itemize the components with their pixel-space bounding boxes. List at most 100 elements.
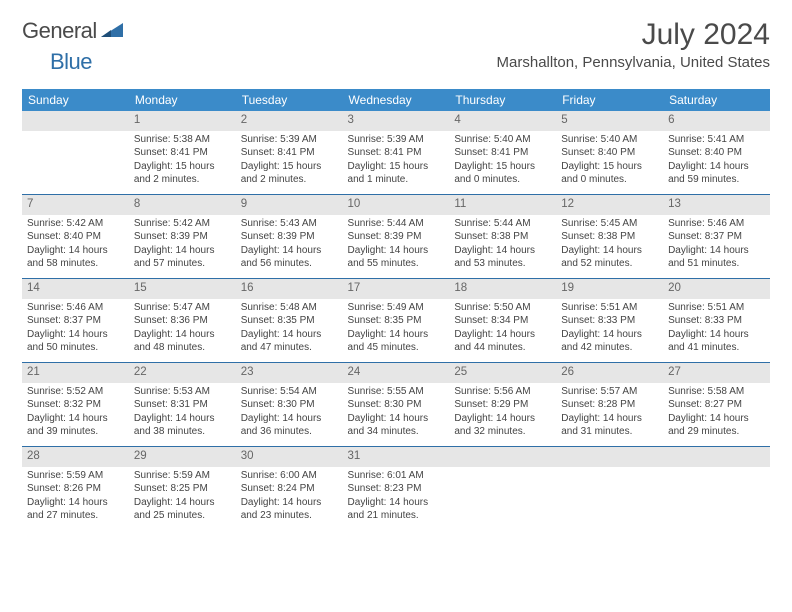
body-row: Sunrise: 5:59 AMSunset: 8:26 PMDaylight:… bbox=[22, 467, 770, 531]
daylight-line: Daylight: 14 hours and 42 minutes. bbox=[561, 328, 658, 355]
date-cell: 15 bbox=[129, 279, 236, 299]
daylight-line: Daylight: 14 hours and 47 minutes. bbox=[241, 328, 338, 355]
date-cell: 7 bbox=[22, 195, 129, 215]
daylight-line: Daylight: 14 hours and 52 minutes. bbox=[561, 244, 658, 271]
date-cell: 28 bbox=[22, 447, 129, 467]
day-number: 28 bbox=[27, 449, 124, 465]
date-cell bbox=[449, 447, 556, 467]
day-cell: Sunrise: 5:52 AMSunset: 8:32 PMDaylight:… bbox=[22, 383, 129, 447]
day-cell: Sunrise: 5:42 AMSunset: 8:39 PMDaylight:… bbox=[129, 215, 236, 279]
daylight-line: Daylight: 14 hours and 38 minutes. bbox=[134, 412, 231, 439]
brand-logo: General bbox=[22, 18, 125, 44]
brand-triangle-icon bbox=[101, 21, 123, 42]
date-cell bbox=[663, 447, 770, 467]
day-cell: Sunrise: 5:44 AMSunset: 8:38 PMDaylight:… bbox=[449, 215, 556, 279]
day-cell: Sunrise: 5:57 AMSunset: 8:28 PMDaylight:… bbox=[556, 383, 663, 447]
sunset-line: Sunset: 8:39 PM bbox=[241, 230, 338, 244]
daylight-line: Daylight: 15 hours and 2 minutes. bbox=[241, 160, 338, 187]
day-number: 2 bbox=[241, 113, 338, 129]
body-row: Sunrise: 5:42 AMSunset: 8:40 PMDaylight:… bbox=[22, 215, 770, 279]
sunrise-line: Sunrise: 5:41 AM bbox=[668, 133, 765, 147]
sunset-line: Sunset: 8:23 PM bbox=[348, 482, 445, 496]
sunset-line: Sunset: 8:37 PM bbox=[27, 314, 124, 328]
sunset-line: Sunset: 8:33 PM bbox=[668, 314, 765, 328]
title-block: July 2024 Marshallton, Pennsylvania, Uni… bbox=[497, 18, 770, 71]
day-cell: Sunrise: 5:43 AMSunset: 8:39 PMDaylight:… bbox=[236, 215, 343, 279]
day-number: 19 bbox=[561, 281, 658, 297]
date-cell: 1 bbox=[129, 111, 236, 131]
day-number: 3 bbox=[348, 113, 445, 129]
sunrise-line: Sunrise: 5:55 AM bbox=[348, 385, 445, 399]
date-cell: 20 bbox=[663, 279, 770, 299]
daylight-line: Daylight: 15 hours and 1 minute. bbox=[348, 160, 445, 187]
sunrise-line: Sunrise: 5:46 AM bbox=[27, 301, 124, 315]
brand-part2: Blue bbox=[50, 49, 92, 75]
sunset-line: Sunset: 8:31 PM bbox=[134, 398, 231, 412]
day-cell: Sunrise: 5:51 AMSunset: 8:33 PMDaylight:… bbox=[663, 299, 770, 363]
dow-header: Thursday bbox=[449, 89, 556, 111]
dow-header: Tuesday bbox=[236, 89, 343, 111]
date-cell bbox=[556, 447, 663, 467]
date-cell: 11 bbox=[449, 195, 556, 215]
daylight-line: Daylight: 14 hours and 34 minutes. bbox=[348, 412, 445, 439]
day-number: 18 bbox=[454, 281, 551, 297]
sunrise-line: Sunrise: 5:59 AM bbox=[27, 469, 124, 483]
sunset-line: Sunset: 8:35 PM bbox=[348, 314, 445, 328]
day-cell: Sunrise: 5:48 AMSunset: 8:35 PMDaylight:… bbox=[236, 299, 343, 363]
daylight-line: Daylight: 14 hours and 57 minutes. bbox=[134, 244, 231, 271]
brand-part1: General bbox=[22, 18, 97, 44]
day-cell: Sunrise: 5:44 AMSunset: 8:39 PMDaylight:… bbox=[343, 215, 450, 279]
day-cell: Sunrise: 5:56 AMSunset: 8:29 PMDaylight:… bbox=[449, 383, 556, 447]
day-number: 7 bbox=[27, 197, 124, 213]
daylight-line: Daylight: 14 hours and 51 minutes. bbox=[668, 244, 765, 271]
sunset-line: Sunset: 8:36 PM bbox=[134, 314, 231, 328]
day-cell: Sunrise: 5:45 AMSunset: 8:38 PMDaylight:… bbox=[556, 215, 663, 279]
dow-header: Monday bbox=[129, 89, 236, 111]
daylight-line: Daylight: 14 hours and 39 minutes. bbox=[27, 412, 124, 439]
day-cell: Sunrise: 5:39 AMSunset: 8:41 PMDaylight:… bbox=[236, 131, 343, 195]
sunset-line: Sunset: 8:27 PM bbox=[668, 398, 765, 412]
day-number: 16 bbox=[241, 281, 338, 297]
sunrise-line: Sunrise: 5:44 AM bbox=[348, 217, 445, 231]
sunrise-line: Sunrise: 5:40 AM bbox=[454, 133, 551, 147]
daylight-line: Daylight: 15 hours and 0 minutes. bbox=[561, 160, 658, 187]
day-number: 1 bbox=[134, 113, 231, 129]
sunrise-line: Sunrise: 5:56 AM bbox=[454, 385, 551, 399]
day-cell bbox=[663, 467, 770, 531]
sunrise-line: Sunrise: 5:38 AM bbox=[134, 133, 231, 147]
day-number: 27 bbox=[668, 365, 765, 381]
date-cell: 24 bbox=[343, 363, 450, 383]
day-number: 29 bbox=[134, 449, 231, 465]
sunset-line: Sunset: 8:30 PM bbox=[348, 398, 445, 412]
day-cell: Sunrise: 5:58 AMSunset: 8:27 PMDaylight:… bbox=[663, 383, 770, 447]
daylight-line: Daylight: 14 hours and 50 minutes. bbox=[27, 328, 124, 355]
daylight-line: Daylight: 14 hours and 41 minutes. bbox=[668, 328, 765, 355]
sunrise-line: Sunrise: 5:51 AM bbox=[668, 301, 765, 315]
sunset-line: Sunset: 8:37 PM bbox=[668, 230, 765, 244]
sunset-line: Sunset: 8:41 PM bbox=[241, 146, 338, 160]
date-cell bbox=[22, 111, 129, 131]
date-cell: 30 bbox=[236, 447, 343, 467]
daylight-line: Daylight: 14 hours and 59 minutes. bbox=[668, 160, 765, 187]
day-cell: Sunrise: 5:49 AMSunset: 8:35 PMDaylight:… bbox=[343, 299, 450, 363]
sunrise-line: Sunrise: 5:39 AM bbox=[241, 133, 338, 147]
body-row: Sunrise: 5:52 AMSunset: 8:32 PMDaylight:… bbox=[22, 383, 770, 447]
sunset-line: Sunset: 8:32 PM bbox=[27, 398, 124, 412]
day-cell: Sunrise: 5:40 AMSunset: 8:40 PMDaylight:… bbox=[556, 131, 663, 195]
date-cell: 27 bbox=[663, 363, 770, 383]
sunrise-line: Sunrise: 5:42 AM bbox=[134, 217, 231, 231]
day-number: 11 bbox=[454, 197, 551, 213]
date-row: 14151617181920 bbox=[22, 279, 770, 299]
day-number: 13 bbox=[668, 197, 765, 213]
date-cell: 2 bbox=[236, 111, 343, 131]
daylight-line: Daylight: 14 hours and 48 minutes. bbox=[134, 328, 231, 355]
day-cell: Sunrise: 5:51 AMSunset: 8:33 PMDaylight:… bbox=[556, 299, 663, 363]
day-cell: Sunrise: 5:50 AMSunset: 8:34 PMDaylight:… bbox=[449, 299, 556, 363]
daylight-line: Daylight: 15 hours and 0 minutes. bbox=[454, 160, 551, 187]
sunset-line: Sunset: 8:29 PM bbox=[454, 398, 551, 412]
sunrise-line: Sunrise: 5:49 AM bbox=[348, 301, 445, 315]
sunset-line: Sunset: 8:40 PM bbox=[668, 146, 765, 160]
daylight-line: Daylight: 14 hours and 25 minutes. bbox=[134, 496, 231, 523]
day-cell: Sunrise: 5:55 AMSunset: 8:30 PMDaylight:… bbox=[343, 383, 450, 447]
date-cell: 12 bbox=[556, 195, 663, 215]
